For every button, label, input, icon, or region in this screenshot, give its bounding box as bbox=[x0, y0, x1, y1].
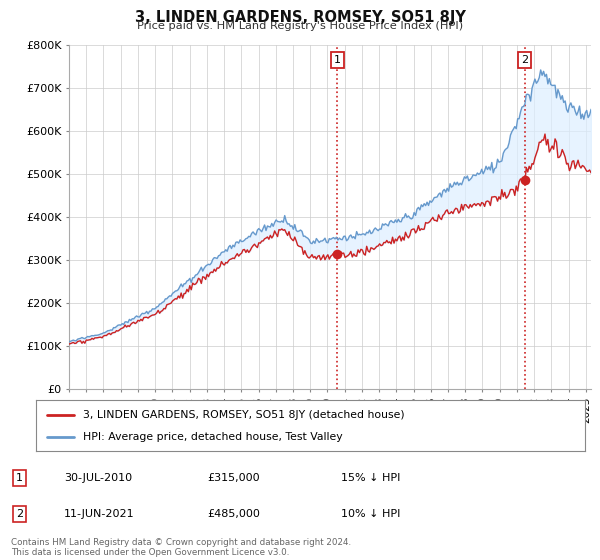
Text: 3, LINDEN GARDENS, ROMSEY, SO51 8JY: 3, LINDEN GARDENS, ROMSEY, SO51 8JY bbox=[134, 10, 466, 25]
Text: £485,000: £485,000 bbox=[207, 509, 260, 519]
Text: 30-JUL-2010: 30-JUL-2010 bbox=[64, 473, 133, 483]
Text: Contains HM Land Registry data © Crown copyright and database right 2024.
This d: Contains HM Land Registry data © Crown c… bbox=[11, 538, 351, 557]
Text: 2: 2 bbox=[16, 509, 23, 519]
Text: 1: 1 bbox=[16, 473, 23, 483]
Text: HPI: Average price, detached house, Test Valley: HPI: Average price, detached house, Test… bbox=[83, 432, 342, 442]
Text: £315,000: £315,000 bbox=[207, 473, 260, 483]
Text: 2: 2 bbox=[521, 55, 528, 65]
Text: 3, LINDEN GARDENS, ROMSEY, SO51 8JY (detached house): 3, LINDEN GARDENS, ROMSEY, SO51 8JY (det… bbox=[83, 409, 404, 419]
Text: 11-JUN-2021: 11-JUN-2021 bbox=[64, 509, 135, 519]
Text: Price paid vs. HM Land Registry's House Price Index (HPI): Price paid vs. HM Land Registry's House … bbox=[137, 21, 463, 31]
Text: 1: 1 bbox=[334, 55, 341, 65]
Text: 10% ↓ HPI: 10% ↓ HPI bbox=[341, 509, 400, 519]
Text: 15% ↓ HPI: 15% ↓ HPI bbox=[341, 473, 400, 483]
